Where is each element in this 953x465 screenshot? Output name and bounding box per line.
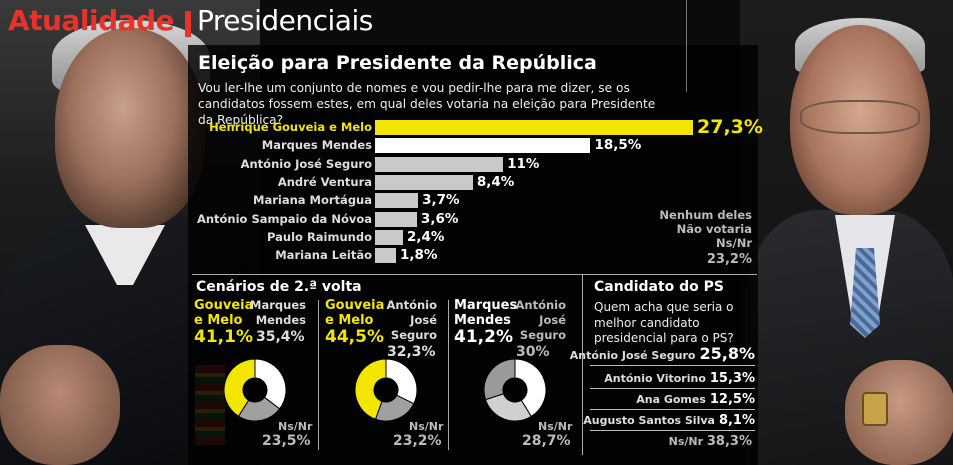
survey-question: Vou ler-lhe um conjunto de nomes e vou p… (198, 81, 656, 127)
donut-slice-b (385, 358, 418, 405)
bar-label: Henrique Gouveia e Melo (209, 120, 372, 134)
bar (375, 156, 504, 172)
scenario-value-b: 35,4% (256, 329, 305, 345)
bar (375, 193, 419, 209)
bar (375, 138, 591, 154)
ps-ns-row: Ns/Nr 38,3% (590, 434, 752, 449)
scenario-divider (318, 300, 319, 450)
ps-ns-label: Ns/Nr (668, 435, 704, 448)
bar-label: António José Seguro (240, 156, 372, 171)
scenario-value-a: 41,1% (194, 327, 253, 347)
scenario-candidate-a: Marques Mendes (454, 298, 518, 328)
column-divider (582, 275, 583, 455)
scenario-divider (448, 300, 449, 450)
ps-value: 8,1% (718, 413, 755, 428)
bar-row: André Ventura 8,4% (0, 174, 953, 191)
ps-title: Candidato do PS (594, 279, 725, 295)
bar-value-label: 1,8% (399, 247, 438, 264)
ps-question: Quem acha que seria o melhor candidato p… (594, 300, 734, 345)
scenario-value-b: 32,3% (387, 344, 436, 360)
section-title: Atualidade (8, 4, 175, 37)
ps-row: António José Seguro 25,8% (570, 344, 755, 366)
section-divider (192, 274, 757, 275)
scenario-candidate-a: Gouveia e Melo (194, 298, 254, 328)
other-label-line: Nenhum deles (659, 208, 752, 222)
donut-slice-a (223, 358, 256, 417)
other-value: 23,2% (706, 252, 752, 267)
scenario-donut (223, 358, 287, 422)
bar-value-label: 8,4% (476, 173, 515, 190)
scenario-ns-label: Ns/Nr (538, 420, 573, 433)
bar-row: Mariana Mortágua 3,7% (0, 192, 953, 209)
scenario-ns-value: 23,2% (393, 433, 442, 449)
bar (375, 229, 403, 245)
donut-slice-a (354, 358, 387, 420)
ps-row: Ana Gomes 12,5% (590, 390, 755, 410)
header-separator (185, 11, 191, 37)
ps-candidate: António José Seguro 25,8% (569, 344, 755, 363)
bar-label: André Ventura (277, 174, 372, 189)
scenario-candidate-b: António José Seguro (386, 298, 437, 342)
scenario-value-a: 44,5% (325, 327, 384, 347)
divider-line (686, 0, 687, 92)
scenario-ns-label: Ns/Nr (278, 420, 313, 433)
photo-right-tie (850, 248, 880, 338)
bar-label: Marques Mendes (261, 138, 372, 153)
ps-ns-value: 38,3% (706, 434, 752, 449)
bar-value-label: 27,3% (697, 116, 763, 138)
donut-slice-b (483, 358, 516, 401)
scenario-donut (483, 358, 547, 422)
page-title: Eleição para Presidente da República (198, 52, 597, 74)
scenario-ns-label: Ns/Nr (409, 420, 444, 433)
bar-value-label: 11% (507, 155, 540, 172)
ps-value: 12,5% (709, 392, 755, 407)
scenario-value-a: 41,2% (454, 327, 513, 347)
bar-row: Paulo Raimundo 2,4% (0, 229, 953, 246)
photo-right-glasses (800, 100, 920, 134)
bar-row: Henrique Gouveia e Melo 27,3% (0, 116, 953, 138)
other-label-line: Ns/Nr (716, 236, 752, 250)
bar-value-label: 18,5% (594, 137, 642, 154)
bar (375, 211, 417, 227)
ps-row: Augusto Santos Silva 8,1% (583, 411, 755, 431)
photo-right-watch (862, 392, 888, 426)
bar-row: António José Seguro 11% (0, 156, 953, 173)
scenario-value-b: 30% (516, 344, 550, 360)
bar-value-label: 3,7% (422, 192, 460, 209)
photo-left-face (55, 28, 205, 228)
topic-title: Presidenciais (197, 4, 373, 37)
bar (375, 174, 473, 190)
other-label: Nenhum deles Não votaria Ns/Nr (640, 208, 752, 250)
scenario-ns-value: 28,7% (522, 433, 571, 449)
bar-row: Mariana Leitão 1,8% (0, 247, 953, 264)
photo-left-hand (0, 345, 120, 465)
bar (375, 120, 693, 135)
bar-label: António Sampaio da Nóvoa (196, 211, 372, 226)
ps-row: António Vitorino 15,3% (590, 369, 755, 389)
bar-row: Marques Mendes 18,5% (0, 137, 953, 154)
bar-value-label: 3,6% (420, 210, 459, 227)
bar (375, 248, 396, 264)
bar-label: Mariana Leitão (275, 248, 372, 263)
bar-value-label: 2,4% (406, 228, 445, 245)
donut-slice-b (254, 358, 287, 410)
ps-value: 15,3% (709, 371, 755, 386)
ps-value: 25,8% (699, 344, 755, 363)
other-label-line: Não votaria (676, 222, 752, 236)
scenarios-title: Cenários de 2.ª volta (196, 279, 362, 295)
bar-label: Paulo Raimundo (267, 229, 372, 244)
scenario-candidate-a: Gouveia e Melo (325, 298, 385, 328)
bar-label: Mariana Mortágua (253, 193, 372, 208)
scenario-candidate-b: Marques Mendes (250, 298, 306, 327)
bar-row: António Sampaio da Nóvoa 3,6% (0, 211, 953, 228)
scenario-donut (354, 358, 418, 422)
ps-candidate: Augusto Santos Silva 8,1% (583, 413, 755, 428)
ps-candidate: Ana Gomes 12,5% (636, 392, 755, 407)
donut-slice-ns (484, 393, 532, 422)
scenario-ns-value: 23,5% (262, 433, 311, 449)
scenario-candidate-b: António José Seguro (515, 298, 566, 342)
ps-candidate: António Vitorino 15,3% (604, 371, 755, 386)
